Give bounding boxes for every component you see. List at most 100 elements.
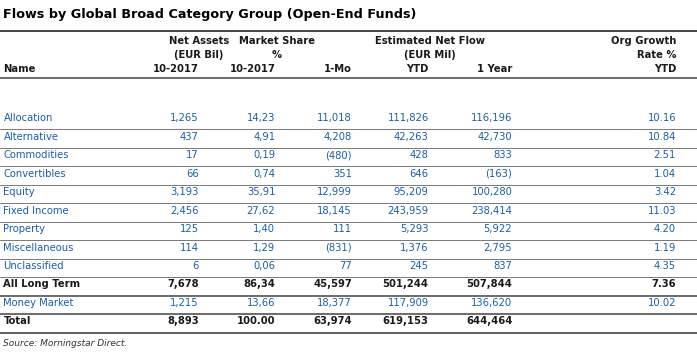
Text: 5,922: 5,922 [484,224,512,234]
Text: 10.02: 10.02 [648,298,676,308]
Text: Convertibles: Convertibles [3,168,66,178]
Text: All Long Term: All Long Term [3,279,81,289]
Text: Allocation: Allocation [3,113,53,123]
Text: 10.16: 10.16 [648,113,676,123]
Text: 63,974: 63,974 [314,316,352,326]
Text: Source: Morningstar Direct.: Source: Morningstar Direct. [3,339,128,348]
Text: Miscellaneous: Miscellaneous [3,242,74,252]
Text: (EUR Mil): (EUR Mil) [404,50,456,60]
Text: YTD: YTD [654,64,676,74]
Text: Equity: Equity [3,187,35,197]
Text: 2,456: 2,456 [170,205,199,215]
Text: 1.19: 1.19 [654,242,676,252]
Text: 10-2017: 10-2017 [153,64,199,74]
Text: 42,730: 42,730 [477,131,512,141]
Text: 351: 351 [333,168,352,178]
Text: 12,999: 12,999 [317,187,352,197]
Text: 7.36: 7.36 [652,279,676,289]
Text: 116,196: 116,196 [471,113,512,123]
Text: 1,376: 1,376 [400,242,429,252]
Text: 17: 17 [186,150,199,160]
Text: 4.35: 4.35 [654,261,676,271]
Text: 507,844: 507,844 [466,279,512,289]
Text: Flows by Global Broad Category Group (Open-End Funds): Flows by Global Broad Category Group (Op… [3,8,417,21]
Text: 833: 833 [493,150,512,160]
Text: 35,91: 35,91 [247,187,275,197]
Text: 42,263: 42,263 [394,131,429,141]
Text: 238,414: 238,414 [471,205,512,215]
Text: Market Share: Market Share [238,36,315,46]
Text: 18,377: 18,377 [317,298,352,308]
Text: 136,620: 136,620 [471,298,512,308]
Text: 27,62: 27,62 [247,205,275,215]
Text: 243,959: 243,959 [388,205,429,215]
Text: 0,74: 0,74 [253,168,275,178]
Text: 6: 6 [192,261,199,271]
Text: 3.42: 3.42 [654,187,676,197]
Text: 5,293: 5,293 [400,224,429,234]
Text: 2,795: 2,795 [484,242,512,252]
Text: (831): (831) [325,242,352,252]
Text: 8,893: 8,893 [167,316,199,326]
Text: 114: 114 [180,242,199,252]
Text: Org Growth: Org Growth [611,36,676,46]
Text: 100.00: 100.00 [237,316,275,326]
Text: 117,909: 117,909 [388,298,429,308]
Text: 11.03: 11.03 [648,205,676,215]
Text: %: % [272,50,282,60]
Text: 4,91: 4,91 [253,131,275,141]
Text: (163): (163) [486,168,512,178]
Text: 644,464: 644,464 [466,316,512,326]
Text: 245: 245 [410,261,429,271]
Text: 4,208: 4,208 [323,131,352,141]
Text: 111: 111 [333,224,352,234]
Text: 66: 66 [186,168,199,178]
Text: Alternative: Alternative [3,131,59,141]
Text: 3,193: 3,193 [170,187,199,197]
Text: Name: Name [3,64,36,74]
Text: 1,215: 1,215 [170,298,199,308]
Text: 14,23: 14,23 [247,113,275,123]
Text: Net Assets: Net Assets [169,36,229,46]
Text: 437: 437 [180,131,199,141]
Text: Fixed Income: Fixed Income [3,205,69,215]
Text: 95,209: 95,209 [394,187,429,197]
Text: 111,826: 111,826 [388,113,429,123]
Text: 77: 77 [339,261,352,271]
Text: 10-2017: 10-2017 [229,64,275,74]
Text: Total: Total [3,316,31,326]
Text: 619,153: 619,153 [383,316,429,326]
Text: (480): (480) [325,150,352,160]
Text: 11,018: 11,018 [317,113,352,123]
Text: 1,29: 1,29 [253,242,275,252]
Text: Money Market: Money Market [3,298,74,308]
Text: (EUR Bil): (EUR Bil) [174,50,223,60]
Text: Estimated Net Flow: Estimated Net Flow [375,36,485,46]
Text: 1-Mo: 1-Mo [324,64,352,74]
Text: 18,145: 18,145 [317,205,352,215]
Text: 4.20: 4.20 [654,224,676,234]
Text: 0,19: 0,19 [253,150,275,160]
Text: Property: Property [3,224,45,234]
Text: 1,40: 1,40 [253,224,275,234]
Text: 0,06: 0,06 [253,261,275,271]
Text: 646: 646 [410,168,429,178]
Text: 837: 837 [493,261,512,271]
Text: 1 Year: 1 Year [477,64,512,74]
Text: 428: 428 [410,150,429,160]
Text: Commodities: Commodities [3,150,69,160]
Text: 7,678: 7,678 [167,279,199,289]
Text: 501,244: 501,244 [383,279,429,289]
Text: Unclassified: Unclassified [3,261,64,271]
Text: 1,265: 1,265 [170,113,199,123]
Text: 45,597: 45,597 [313,279,352,289]
Text: 13,66: 13,66 [247,298,275,308]
Text: 2.51: 2.51 [654,150,676,160]
Text: YTD: YTD [406,64,429,74]
Text: Rate %: Rate % [636,50,676,60]
Text: 125: 125 [180,224,199,234]
Text: 100,280: 100,280 [471,187,512,197]
Text: 10.84: 10.84 [648,131,676,141]
Text: 86,34: 86,34 [243,279,275,289]
Text: 1.04: 1.04 [654,168,676,178]
